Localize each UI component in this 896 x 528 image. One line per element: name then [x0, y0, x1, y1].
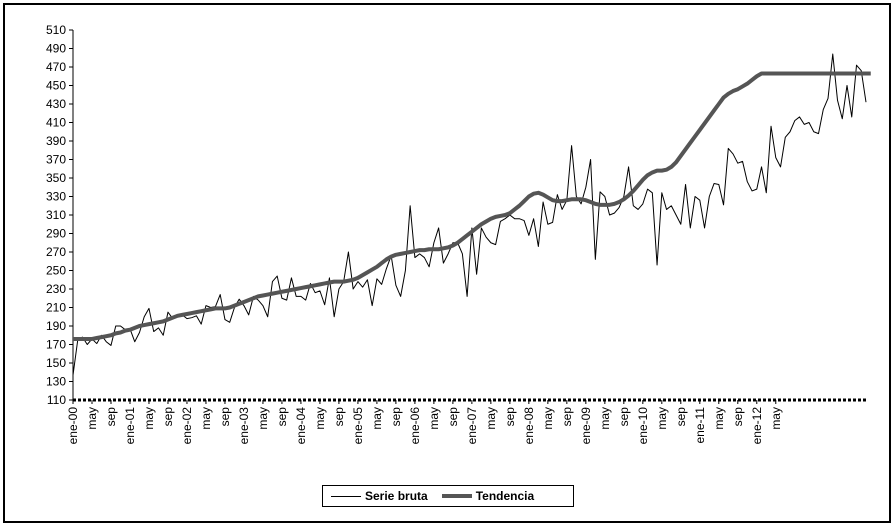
- x-tick-label: may: [142, 407, 156, 430]
- x-tick-label: ene-07: [465, 407, 479, 445]
- legend: Serie bruta Tendencia: [322, 485, 574, 507]
- y-tick-label: 150: [46, 356, 66, 370]
- x-tick-label: may: [541, 407, 555, 430]
- x-tick-label: sep: [674, 407, 688, 427]
- series-layer: [72, 53, 871, 376]
- y-tick-label: 390: [46, 134, 66, 148]
- y-tick-label: 270: [46, 245, 66, 259]
- x-tick-label: sep: [275, 407, 289, 427]
- y-tick-label: 350: [46, 171, 66, 185]
- series-line-trend: [73, 71, 871, 341]
- x-tick-label: ene-10: [636, 407, 650, 445]
- y-tick-label: 230: [46, 282, 66, 296]
- x-tick-label: sep: [332, 407, 346, 427]
- y-tick-label: 410: [46, 116, 66, 130]
- y-tick-label: 430: [46, 97, 66, 111]
- x-tick-label: ene-08: [522, 407, 536, 445]
- x-tick-label: sep: [560, 407, 574, 427]
- x-tick-label: may: [427, 407, 441, 430]
- x-tick-label: sep: [218, 407, 232, 427]
- x-tick-label: may: [769, 407, 783, 430]
- x-tick-label: ene-11: [693, 407, 707, 444]
- x-tick-label: sep: [446, 407, 460, 427]
- y-tick-label: 290: [46, 227, 66, 241]
- x-axis: ene-00 may sep ene-01 may sep ene-02 may sep ene-…: [66, 398, 866, 445]
- legend-label-raw: Serie bruta: [365, 489, 428, 503]
- legend-label-trend: Tendencia: [475, 489, 535, 503]
- x-tick-label: may: [598, 407, 612, 430]
- y-tick-label: 470: [46, 60, 66, 74]
- y-tick-label: 310: [46, 208, 66, 222]
- x-tick-label: ene-01: [123, 407, 137, 445]
- x-tick-label: may: [655, 407, 669, 430]
- x-tick-label: ene-12: [750, 407, 764, 445]
- y-tick-label: 510: [46, 23, 66, 37]
- x-tick-label: sep: [104, 407, 118, 427]
- y-axis: 110 130 150 170 190 210 230 250 270 290 310 330 350 3…: [46, 23, 74, 407]
- x-tick-label: may: [370, 407, 384, 430]
- y-tick-label: 250: [46, 264, 66, 278]
- x-tick-label: may: [85, 407, 99, 430]
- x-tick-label: ene-06: [408, 407, 422, 445]
- x-tick-label: sep: [503, 407, 517, 427]
- x-tick-label: ene-03: [237, 407, 251, 445]
- x-tick-label: ene-05: [351, 407, 365, 445]
- legend-swatch-trend: [441, 494, 472, 498]
- chart-frame: [3, 3, 891, 523]
- x-tick-label: ene-02: [180, 407, 194, 445]
- x-tick-label: sep: [617, 407, 631, 427]
- y-tick-label: 490: [46, 42, 66, 56]
- x-tick-label: ene-04: [294, 407, 308, 445]
- series-line-raw: [72, 53, 867, 376]
- x-tick-label: ene-09: [579, 407, 593, 445]
- y-tick-label: 370: [46, 153, 66, 167]
- legend-item-raw: Serie bruta: [331, 489, 428, 503]
- x-tick-label: sep: [389, 407, 403, 427]
- x-tick-label: may: [712, 407, 726, 430]
- x-tick-label: may: [484, 407, 498, 430]
- x-tick-label: may: [313, 407, 327, 430]
- x-tick-label: sep: [161, 407, 175, 427]
- legend-item-trend: Tendencia: [441, 489, 535, 503]
- y-tick-label: 190: [46, 319, 66, 333]
- y-tick-label: 170: [46, 338, 66, 352]
- y-tick-label: 110: [47, 393, 66, 407]
- x-tick-label: may: [256, 407, 270, 430]
- y-tick-label: 210: [46, 301, 66, 315]
- legend-swatch-raw: [331, 495, 361, 497]
- x-tick-label: ene-00: [66, 407, 80, 445]
- x-tick-label: sep: [731, 407, 745, 427]
- y-tick-label: 330: [46, 190, 66, 204]
- y-tick-label: 130: [46, 375, 66, 389]
- y-tick-label: 450: [46, 79, 66, 93]
- x-tick-label: may: [199, 407, 213, 430]
